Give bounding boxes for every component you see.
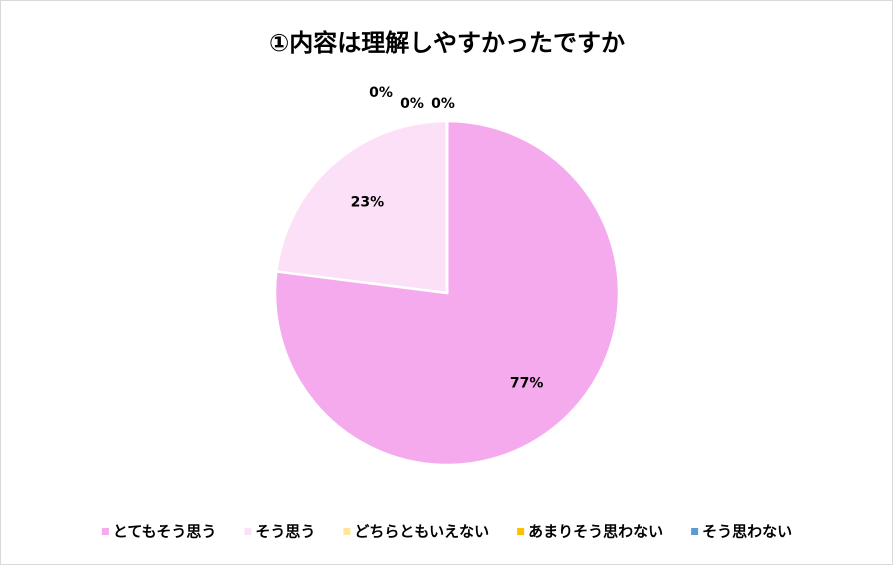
legend-swatch — [691, 528, 699, 535]
chart-title: ①内容は理解しやすかったですか — [269, 29, 625, 57]
data-label: 0% — [369, 85, 393, 101]
legend-swatch — [101, 528, 109, 535]
data-label: 0% — [400, 96, 424, 112]
legend-label: そう思わない — [702, 523, 792, 541]
pie-slice — [274, 119, 449, 295]
data-label: 77% — [510, 375, 544, 391]
legend-swatch — [244, 528, 252, 535]
legend-label: とてもそう思う — [113, 523, 217, 541]
legend-swatch — [343, 528, 351, 535]
legend-label: あまりそう思わない — [528, 523, 663, 541]
legend-swatch — [517, 528, 525, 535]
legend-label: どちらともいえない — [354, 523, 489, 541]
data-label: 23% — [351, 195, 385, 211]
legend-label: そう思う — [255, 523, 315, 541]
data-label: 0% — [431, 96, 455, 112]
